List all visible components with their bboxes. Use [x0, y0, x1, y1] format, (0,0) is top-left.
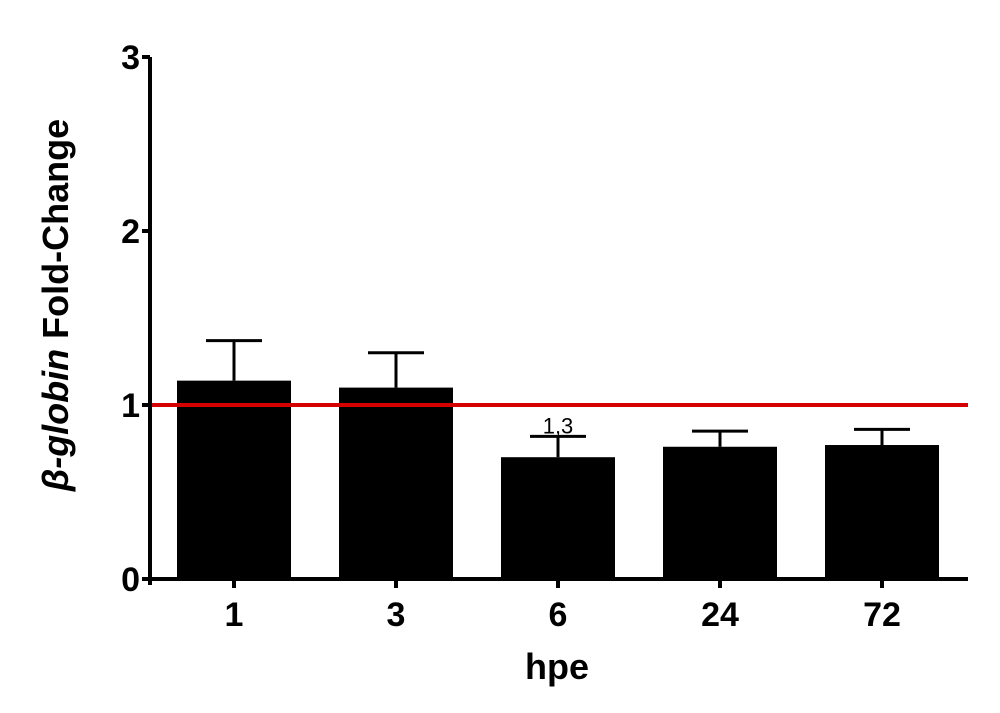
- x-tick-label-72: 72: [863, 596, 901, 634]
- labels-layer: 0 1 2 3 1 3 6 24 72 1,3: [121, 39, 901, 634]
- x-tick-label-24: 24: [701, 596, 739, 634]
- y-axis-title-italic: β-globin: [35, 349, 76, 492]
- x-tick-label-6: 6: [549, 596, 568, 634]
- y-tick-label-0: 0: [121, 561, 140, 599]
- annotation-6: 1,3: [543, 413, 574, 438]
- bar-24: [663, 446, 777, 579]
- x-tick-label-1: 1: [225, 596, 244, 634]
- x-axis-title: hpe: [525, 646, 589, 687]
- bar-1: [177, 380, 291, 579]
- y-tick-label-3: 3: [121, 39, 140, 77]
- y-tick-label-2: 2: [121, 213, 140, 251]
- y-axis-title-rest: Fold-Change: [35, 119, 76, 349]
- bars-layer: [177, 380, 939, 579]
- bar-3: [339, 387, 453, 579]
- bar-6: [501, 457, 615, 579]
- x-tick-label-3: 3: [387, 596, 406, 634]
- bar-72: [825, 445, 939, 579]
- y-tick-label-1: 1: [121, 387, 140, 425]
- axes-layer: [142, 55, 968, 588]
- error-bars-layer: [206, 339, 910, 458]
- y-axis-title: β-globin Fold-Change: [35, 119, 76, 492]
